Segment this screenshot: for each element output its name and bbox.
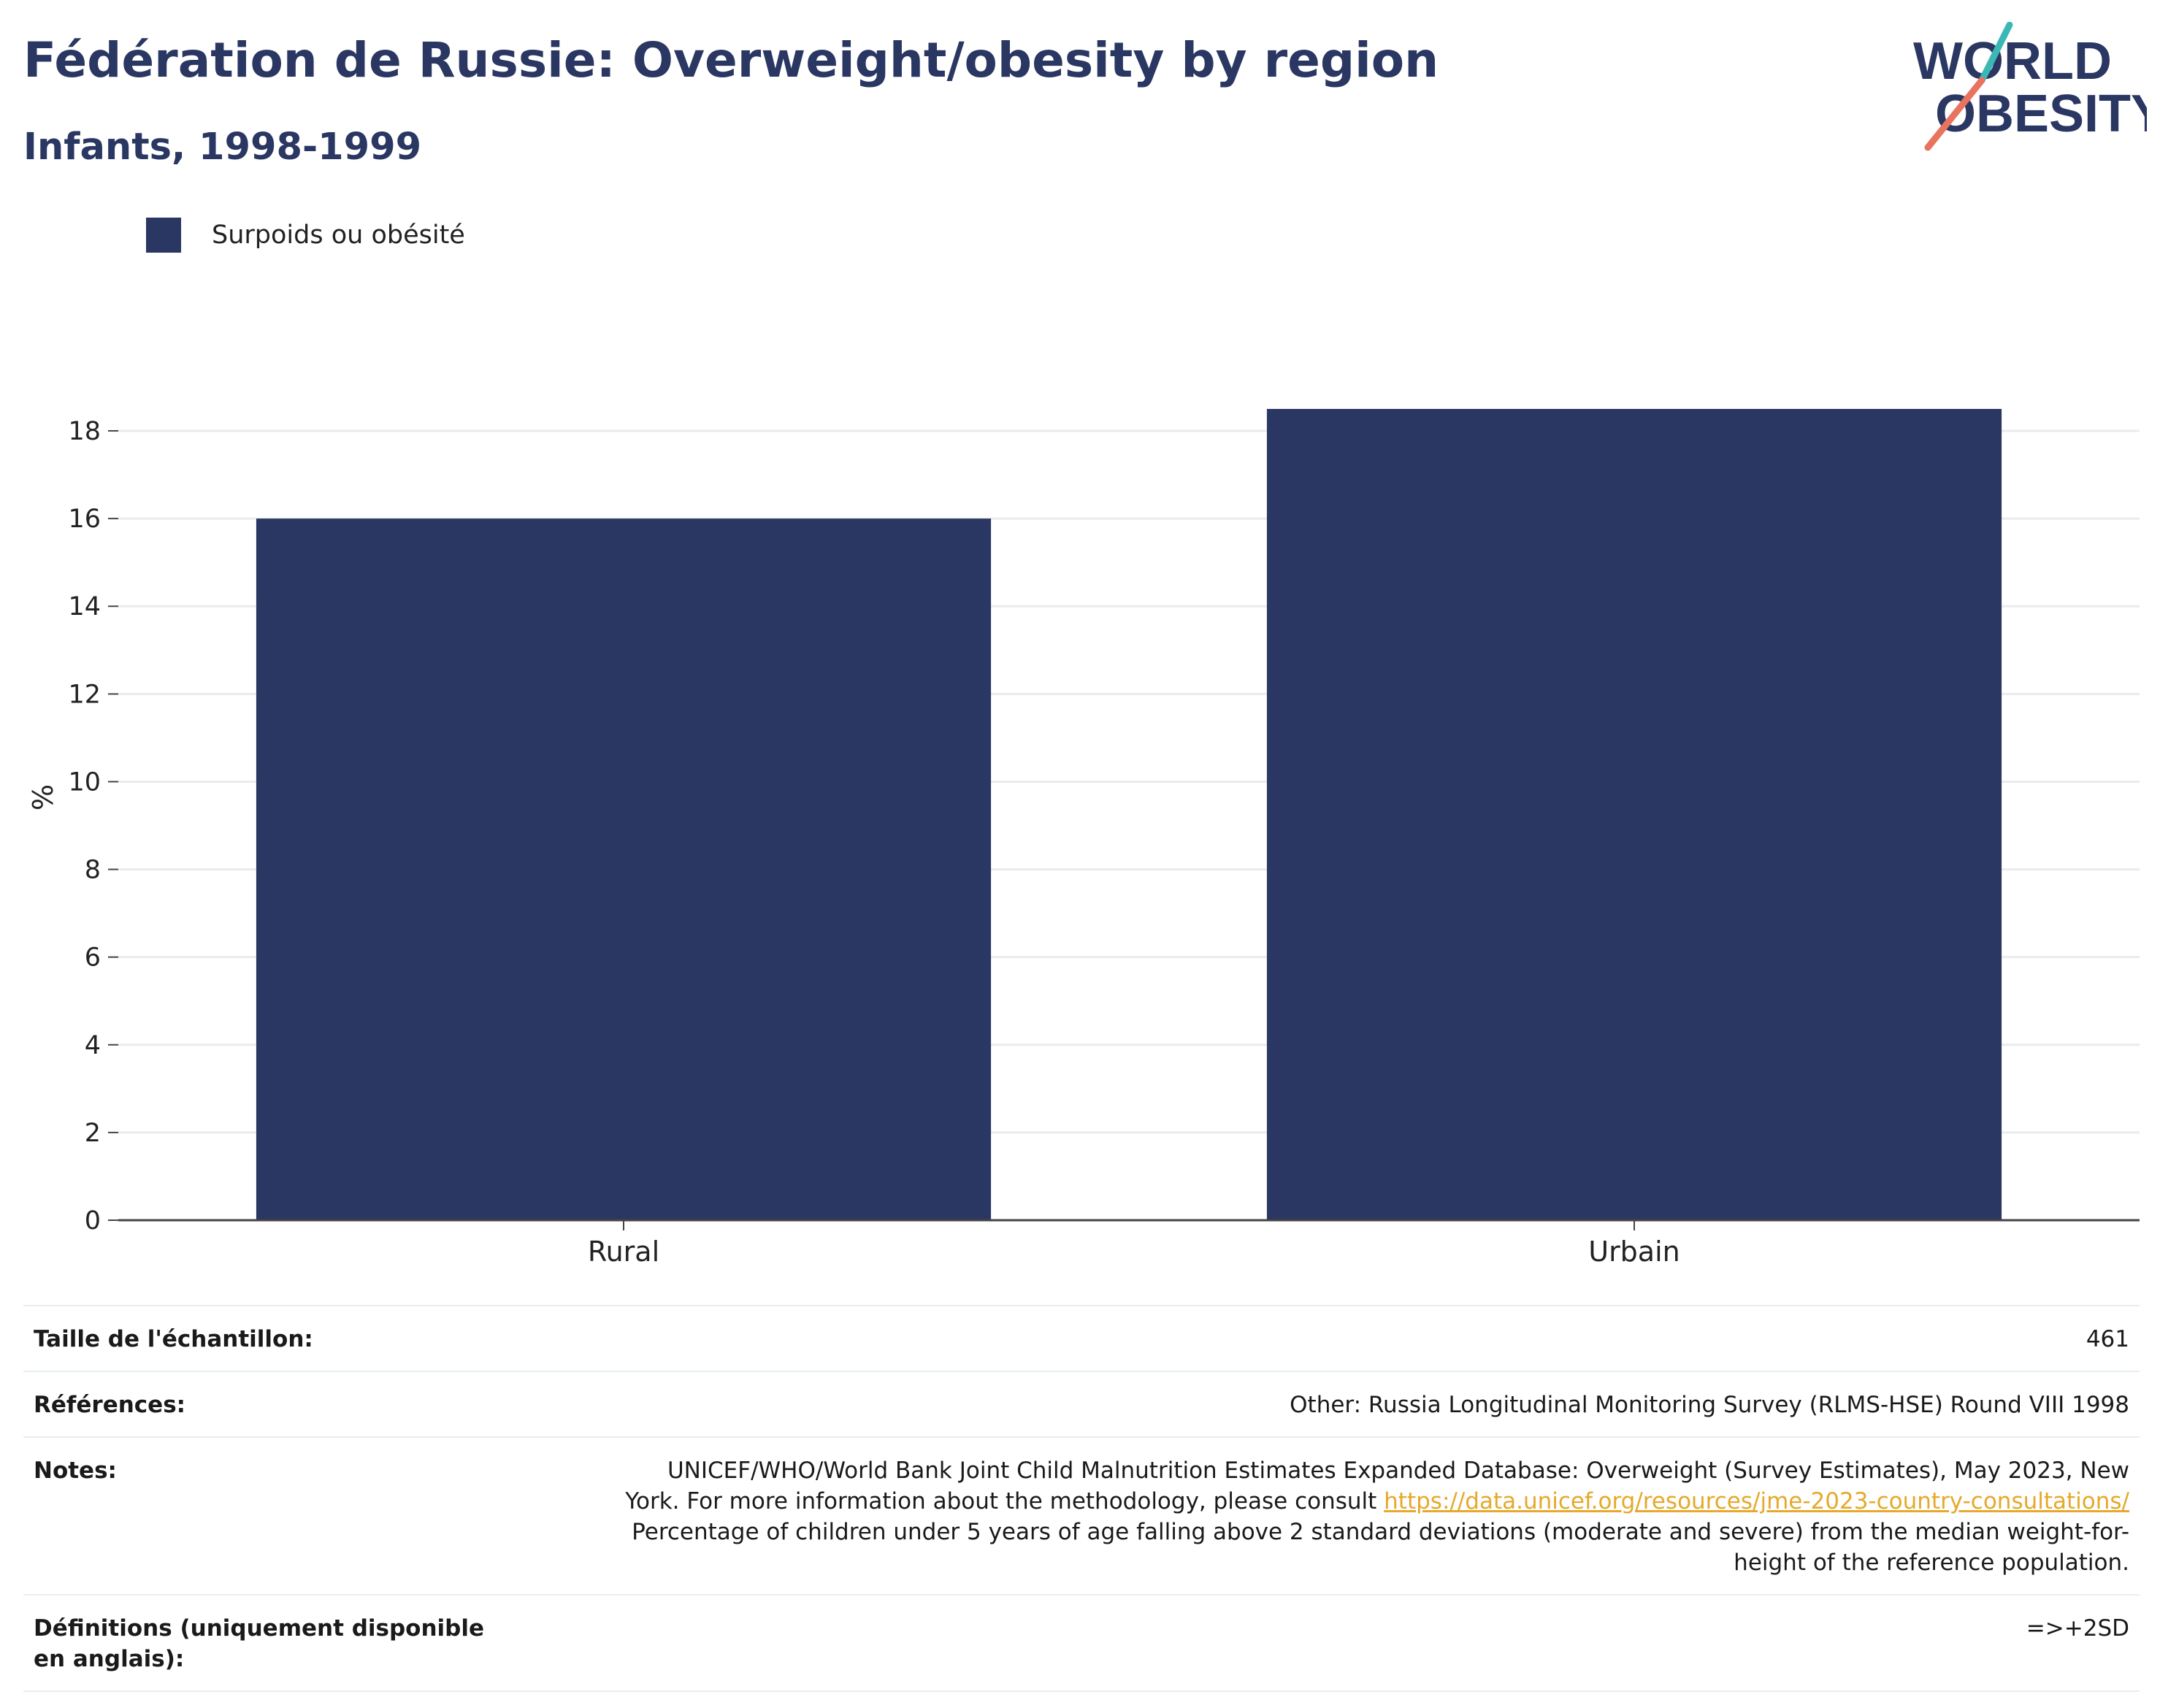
y-tick-label: 8 [85, 856, 101, 885]
logo-word-world: WORLD [1913, 32, 2112, 91]
world-obesity-logo: WORLD OBESITY [1913, 22, 2147, 151]
legend-swatch [146, 218, 181, 253]
notes-line-2: York. For more information about the met… [625, 1488, 1385, 1514]
y-tick-label: 4 [85, 1031, 101, 1060]
logo-slash-coral [1924, 77, 1985, 151]
y-tick-label: 0 [85, 1206, 101, 1236]
metadata-table: Taille de l'échantillon: 461 Références:… [23, 1305, 2140, 1692]
y-tick-label: 6 [85, 943, 101, 973]
notes-value: UNICEF/WHO/World Bank Joint Child Malnut… [511, 1437, 2140, 1595]
y-tick-label: 2 [85, 1119, 101, 1148]
y-tick-label: 18 [68, 417, 101, 446]
page-title: Fédération de Russie: Overweight/obesity… [23, 32, 1439, 88]
x-tick-label: Urbain [1588, 1236, 1680, 1268]
page-subtitle: Infants, 1998-1999 [23, 126, 422, 169]
table-row: Notes: UNICEF/WHO/World Bank Joint Child… [23, 1437, 2140, 1595]
y-tick-label: 14 [68, 592, 101, 621]
references-label: Références: [34, 1392, 186, 1418]
notes-methodology-link[interactable]: https://data.unicef.org/resources/jme-20… [1384, 1488, 2129, 1514]
notes-label: Notes: [34, 1458, 117, 1484]
notes-line-3: Percentage of children under 5 years of … [632, 1519, 2129, 1545]
logo-slash-teal [1978, 22, 2013, 84]
definitions-label: Définitions (uniquement disponible en an… [34, 1615, 485, 1672]
table-row: Références: Other: Russia Longitudinal M… [23, 1371, 2140, 1437]
definitions-value: =>+2SD [2026, 1615, 2129, 1642]
table-row: Définitions (uniquement disponible en an… [23, 1595, 2140, 1691]
references-value: Other: Russia Longitudinal Monitoring Su… [1290, 1392, 2129, 1418]
bar-chart: 0 2 4 6 8 10 12 14 16 18% Rural Urbain [27, 409, 2140, 1268]
bar-urbain [1266, 409, 2002, 1220]
sample-size-value: 461 [2086, 1326, 2129, 1352]
x-tick-label: Rural [588, 1236, 659, 1268]
y-tick-label: 16 [68, 505, 101, 534]
sample-size-label: Taille de l'échantillon: [34, 1326, 313, 1352]
chart-legend: Surpoids ou obésité [146, 216, 465, 254]
y-tick-label: 10 [68, 767, 101, 797]
notes-line-4: height of the reference population. [1734, 1550, 2129, 1576]
y-tick-label: 12 [68, 680, 101, 709]
legend-label: Surpoids ou obésité [212, 221, 465, 250]
y-axis-label: % [27, 784, 59, 811]
bar-rural [256, 518, 992, 1220]
table-row: Taille de l'échantillon: 461 [23, 1306, 2140, 1371]
notes-line-1: UNICEF/WHO/World Bank Joint Child Malnut… [667, 1458, 2129, 1484]
